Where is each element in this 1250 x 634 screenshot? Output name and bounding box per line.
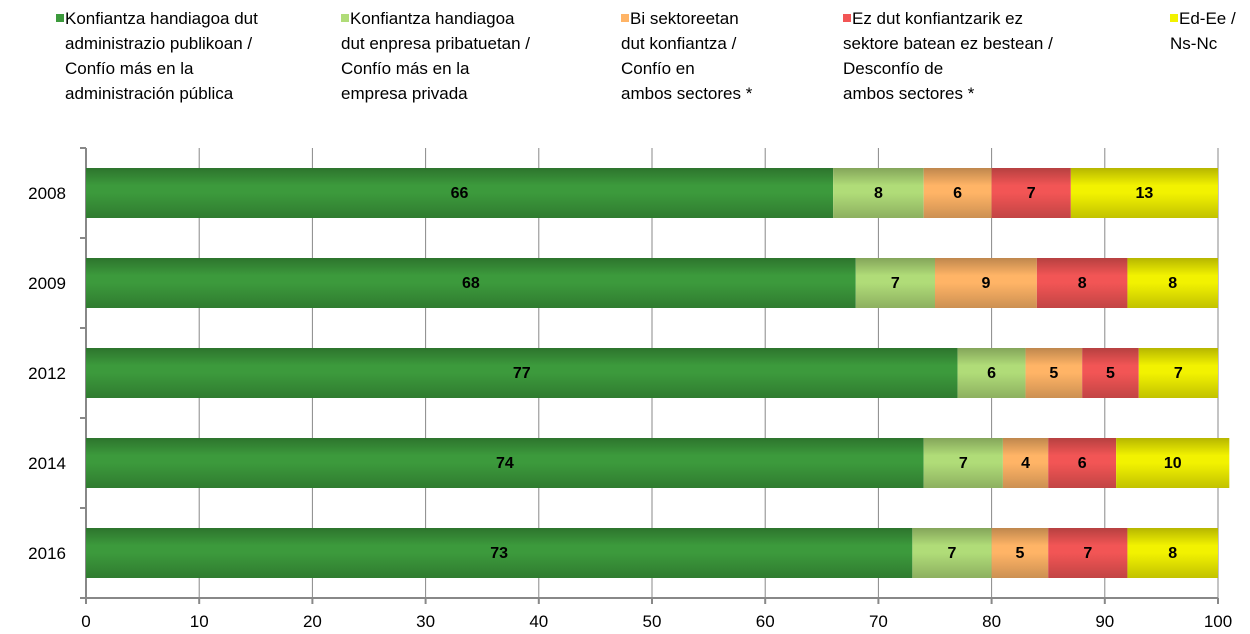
legend-swatch: [56, 14, 64, 22]
value-label: 6: [987, 365, 996, 382]
legend-swatch: [621, 14, 629, 22]
bar-segment: [1002, 438, 1049, 488]
value-label: 7: [1027, 185, 1036, 202]
x-tick-label: 40: [529, 612, 548, 631]
y-tick-label: 2014: [28, 454, 66, 473]
legend-label: Ez dut konfiantzarik ez sektore batean ez…: [843, 9, 1053, 103]
value-label: 7: [1174, 365, 1183, 382]
value-label: 13: [1136, 185, 1154, 202]
x-tick-label: 100: [1204, 612, 1232, 631]
value-label: 8: [1168, 275, 1177, 292]
bar-segment: [1116, 438, 1230, 488]
bar-segment: [86, 528, 913, 578]
bar-segment: [833, 168, 924, 218]
bar-segment: [86, 438, 924, 488]
bar-segment: [86, 348, 958, 398]
legend-label: Bi sektoreetan dut konfiantza / Confío en a…: [621, 9, 753, 103]
value-label: 5: [1106, 365, 1115, 382]
value-label: 5: [1015, 545, 1024, 562]
bar-segment: [923, 438, 1003, 488]
bar-segment: [1025, 348, 1083, 398]
x-tick-label: 0: [81, 612, 90, 631]
legend-label: Konfiantza handiagoa dut enpresa pribatue…: [341, 9, 530, 103]
value-label: 7: [948, 545, 957, 562]
legend-swatch: [341, 14, 349, 22]
bar-segment: [1036, 258, 1128, 308]
bar-segment: [923, 168, 992, 218]
x-tick-label: 50: [643, 612, 662, 631]
bar-segment: [855, 258, 935, 308]
bar-segment: [1138, 348, 1218, 398]
bar-segment: [1082, 348, 1139, 398]
bar-segment: [991, 528, 1049, 578]
bar-segment: [1070, 168, 1218, 218]
x-tick-label: 70: [869, 612, 888, 631]
x-tick-label: 80: [982, 612, 1001, 631]
x-tick-label: 90: [1095, 612, 1114, 631]
bar-segment: [957, 348, 1026, 398]
legend-swatch: [843, 14, 851, 22]
x-tick-label: 60: [756, 612, 775, 631]
y-tick-label: 2009: [28, 274, 66, 293]
bar-segment: [86, 258, 856, 308]
y-tick-label: 2008: [28, 184, 66, 203]
value-label: 68: [462, 275, 480, 292]
y-tick-label: 2016: [28, 544, 66, 563]
x-tick-label: 20: [303, 612, 322, 631]
bar-segment: [1127, 528, 1218, 578]
value-label: 6: [1078, 455, 1087, 472]
value-label: 8: [1078, 275, 1087, 292]
bar-segment: [1048, 438, 1117, 488]
bar-segment: [991, 168, 1071, 218]
value-label: 66: [451, 185, 469, 202]
legend-label: Konfiantza handiagoa dut administrazio pu…: [65, 9, 258, 103]
bar-segment: [1048, 528, 1128, 578]
legend-label: Ed-Ee / Ns-Nc: [1170, 9, 1236, 53]
value-label: 77: [513, 365, 531, 382]
value-label: 7: [959, 455, 968, 472]
value-label: 10: [1164, 455, 1182, 472]
legend-swatch: [1170, 14, 1178, 22]
bar-segment: [912, 528, 992, 578]
value-label: 8: [1168, 545, 1177, 562]
bar-segment: [86, 168, 834, 218]
value-label: 6: [953, 185, 962, 202]
x-tick-label: 30: [416, 612, 435, 631]
x-tick-label: 10: [190, 612, 209, 631]
value-label: 74: [496, 455, 514, 472]
value-label: 8: [874, 185, 883, 202]
bar-segment: [1127, 258, 1218, 308]
y-tick-label: 2012: [28, 364, 66, 383]
value-label: 4: [1021, 455, 1030, 472]
value-label: 7: [1083, 545, 1092, 562]
value-label: 5: [1049, 365, 1058, 382]
value-label: 73: [490, 545, 508, 562]
value-label: 9: [981, 275, 990, 292]
bar-segment: [935, 258, 1037, 308]
value-label: 7: [891, 275, 900, 292]
